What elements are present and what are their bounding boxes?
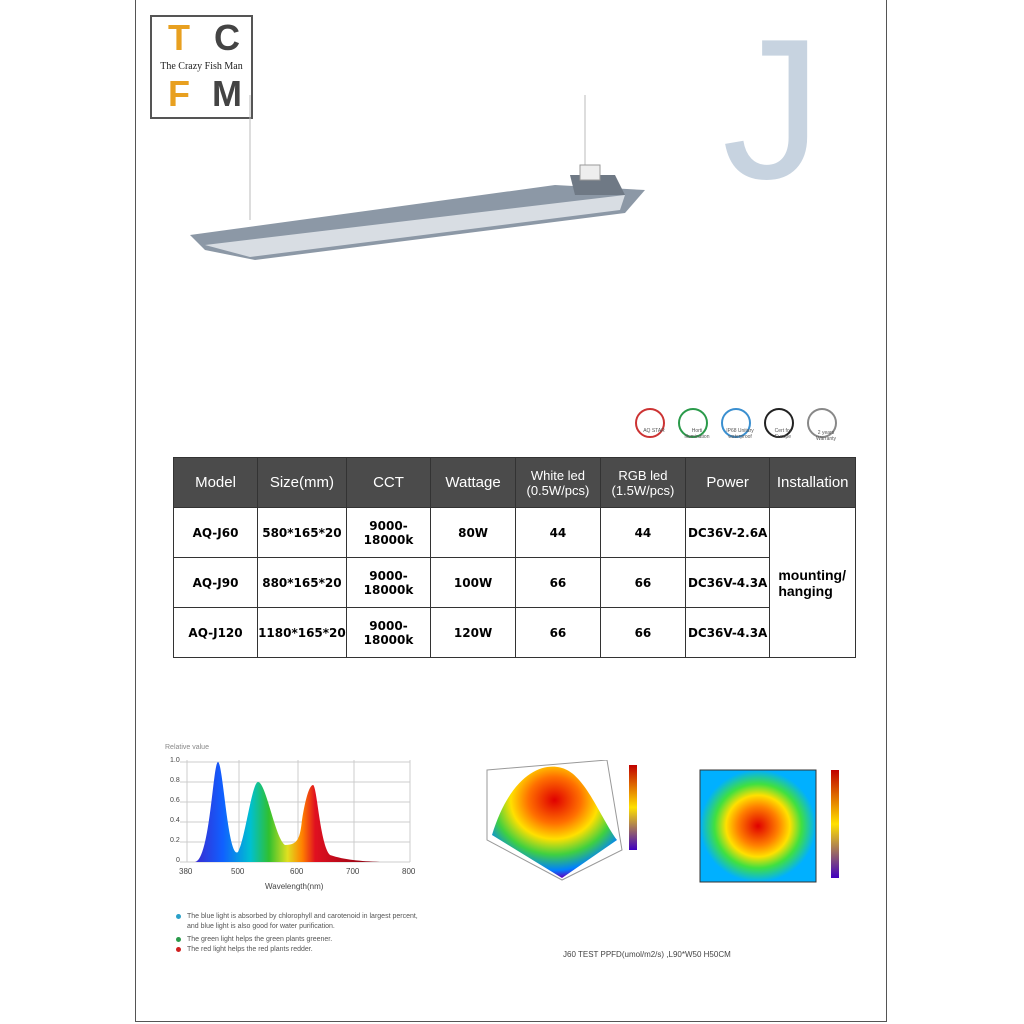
- logo-tagline: The Crazy Fish Man: [152, 61, 251, 72]
- cert-label: AQ STAR: [643, 428, 665, 434]
- x-axis-label: Wavelength(nm): [265, 882, 324, 891]
- cell: DC36V-4.3A: [684, 557, 771, 608]
- cert-icon: [635, 408, 665, 438]
- cell: 66: [599, 557, 686, 608]
- header-cell: Size(mm): [257, 457, 347, 508]
- note: The blue light is absorbed by chlorophyl…: [187, 913, 418, 930]
- cert-icon: [807, 408, 837, 438]
- cert-icon: [764, 408, 794, 438]
- cell: 80W: [430, 507, 516, 558]
- y-tick-label: 0.8: [170, 777, 180, 784]
- x-tick-label: 380: [179, 867, 193, 876]
- cert-label: Horti illumination: [684, 428, 710, 440]
- table-row: AQ-J120 1180*165*20 9000-18000k 120W 66 66 DC3…: [172, 607, 856, 658]
- x-tick-label: 500: [231, 867, 245, 876]
- header-cell: Model: [172, 457, 259, 508]
- y-tick-label: 0: [176, 857, 180, 864]
- ppfd-3d-plot: [486, 760, 637, 881]
- cert-label: 2 years Warranty: [815, 430, 837, 442]
- installation-cell: mounting/ hanging: [769, 507, 856, 658]
- cell: 100W: [430, 557, 516, 608]
- note-dot: [176, 947, 181, 952]
- y-axis-label: Relative value: [165, 744, 209, 751]
- cert-label: Cert for Europe: [774, 428, 792, 440]
- ppfd-caption: J60 TEST PPFD(umol/m2/s) ,L90*W50 H50CM: [563, 950, 731, 959]
- y-tick-label: 0.2: [170, 837, 180, 844]
- cell: 66: [514, 607, 601, 658]
- header-cell: Installation: [769, 457, 856, 508]
- cell: 120W: [430, 607, 516, 658]
- cell: 66: [514, 557, 601, 608]
- cert-label: IP68 Unitary waterproof: [726, 428, 754, 440]
- cell: 1180*165*20: [257, 607, 347, 658]
- x-tick-label: 600: [290, 867, 304, 876]
- product-letter: J: [722, 0, 822, 221]
- logo-letter: C: [214, 17, 240, 58]
- cert-icon: [678, 408, 708, 438]
- y-tick-label: 0.6: [170, 797, 180, 804]
- x-tick-label: 700: [346, 867, 360, 876]
- note-dot: [176, 937, 181, 942]
- cell: AQ-J120: [172, 607, 259, 658]
- note-dot: [176, 914, 181, 919]
- table-row: AQ-J90 880*165*20 9000-18000k 100W 66 66 DC36V…: [172, 557, 856, 608]
- header-cell: RGB led (1.5W/pcs): [599, 457, 686, 508]
- note: The green light helps the green plants g…: [187, 936, 333, 943]
- spec-table: Model Size(mm) CCT Wattage White led (0.5W/p…: [172, 457, 856, 658]
- logo: T C The Crazy Fish Man F M: [150, 15, 253, 119]
- cell: 580*165*20: [257, 507, 347, 558]
- cell: 44: [599, 507, 686, 558]
- y-tick-label: 0.4: [170, 817, 180, 824]
- spectrum-chart: [180, 760, 411, 863]
- cell: AQ-J90: [172, 557, 259, 608]
- cell: 9000-18000k: [345, 557, 432, 608]
- x-tick-label: 800: [402, 867, 416, 876]
- header-cell: Wattage: [430, 457, 516, 508]
- table-row: AQ-J60 580*165*20 9000-18000k 80W 44 44 DC36V-…: [172, 507, 856, 658]
- lamp-image: [190, 95, 645, 260]
- cell: 66: [599, 607, 686, 658]
- cell: DC36V-4.3A: [684, 607, 771, 658]
- cell: DC36V-2.6A: [684, 507, 771, 558]
- header-cell: Power: [684, 457, 771, 508]
- logo-letter: F: [168, 73, 190, 114]
- y-tick-label: 1.0: [170, 757, 180, 764]
- ppfd-heatmap: [699, 769, 839, 883]
- sheet: [135, 0, 887, 1022]
- logo-letter: M: [212, 73, 242, 114]
- cert-icon: [721, 408, 751, 438]
- cell: 9000-18000k: [345, 507, 432, 558]
- cell: AQ-J60: [172, 507, 259, 558]
- note: The red light helps the red plants redde…: [187, 946, 313, 953]
- cell: 9000-18000k: [345, 607, 432, 658]
- logo-letter: T: [168, 17, 190, 58]
- cell: 880*165*20: [257, 557, 347, 608]
- cell: 44: [514, 507, 601, 558]
- header-cell: White led (0.5W/pcs): [514, 457, 601, 508]
- header-cell: CCT: [345, 457, 432, 508]
